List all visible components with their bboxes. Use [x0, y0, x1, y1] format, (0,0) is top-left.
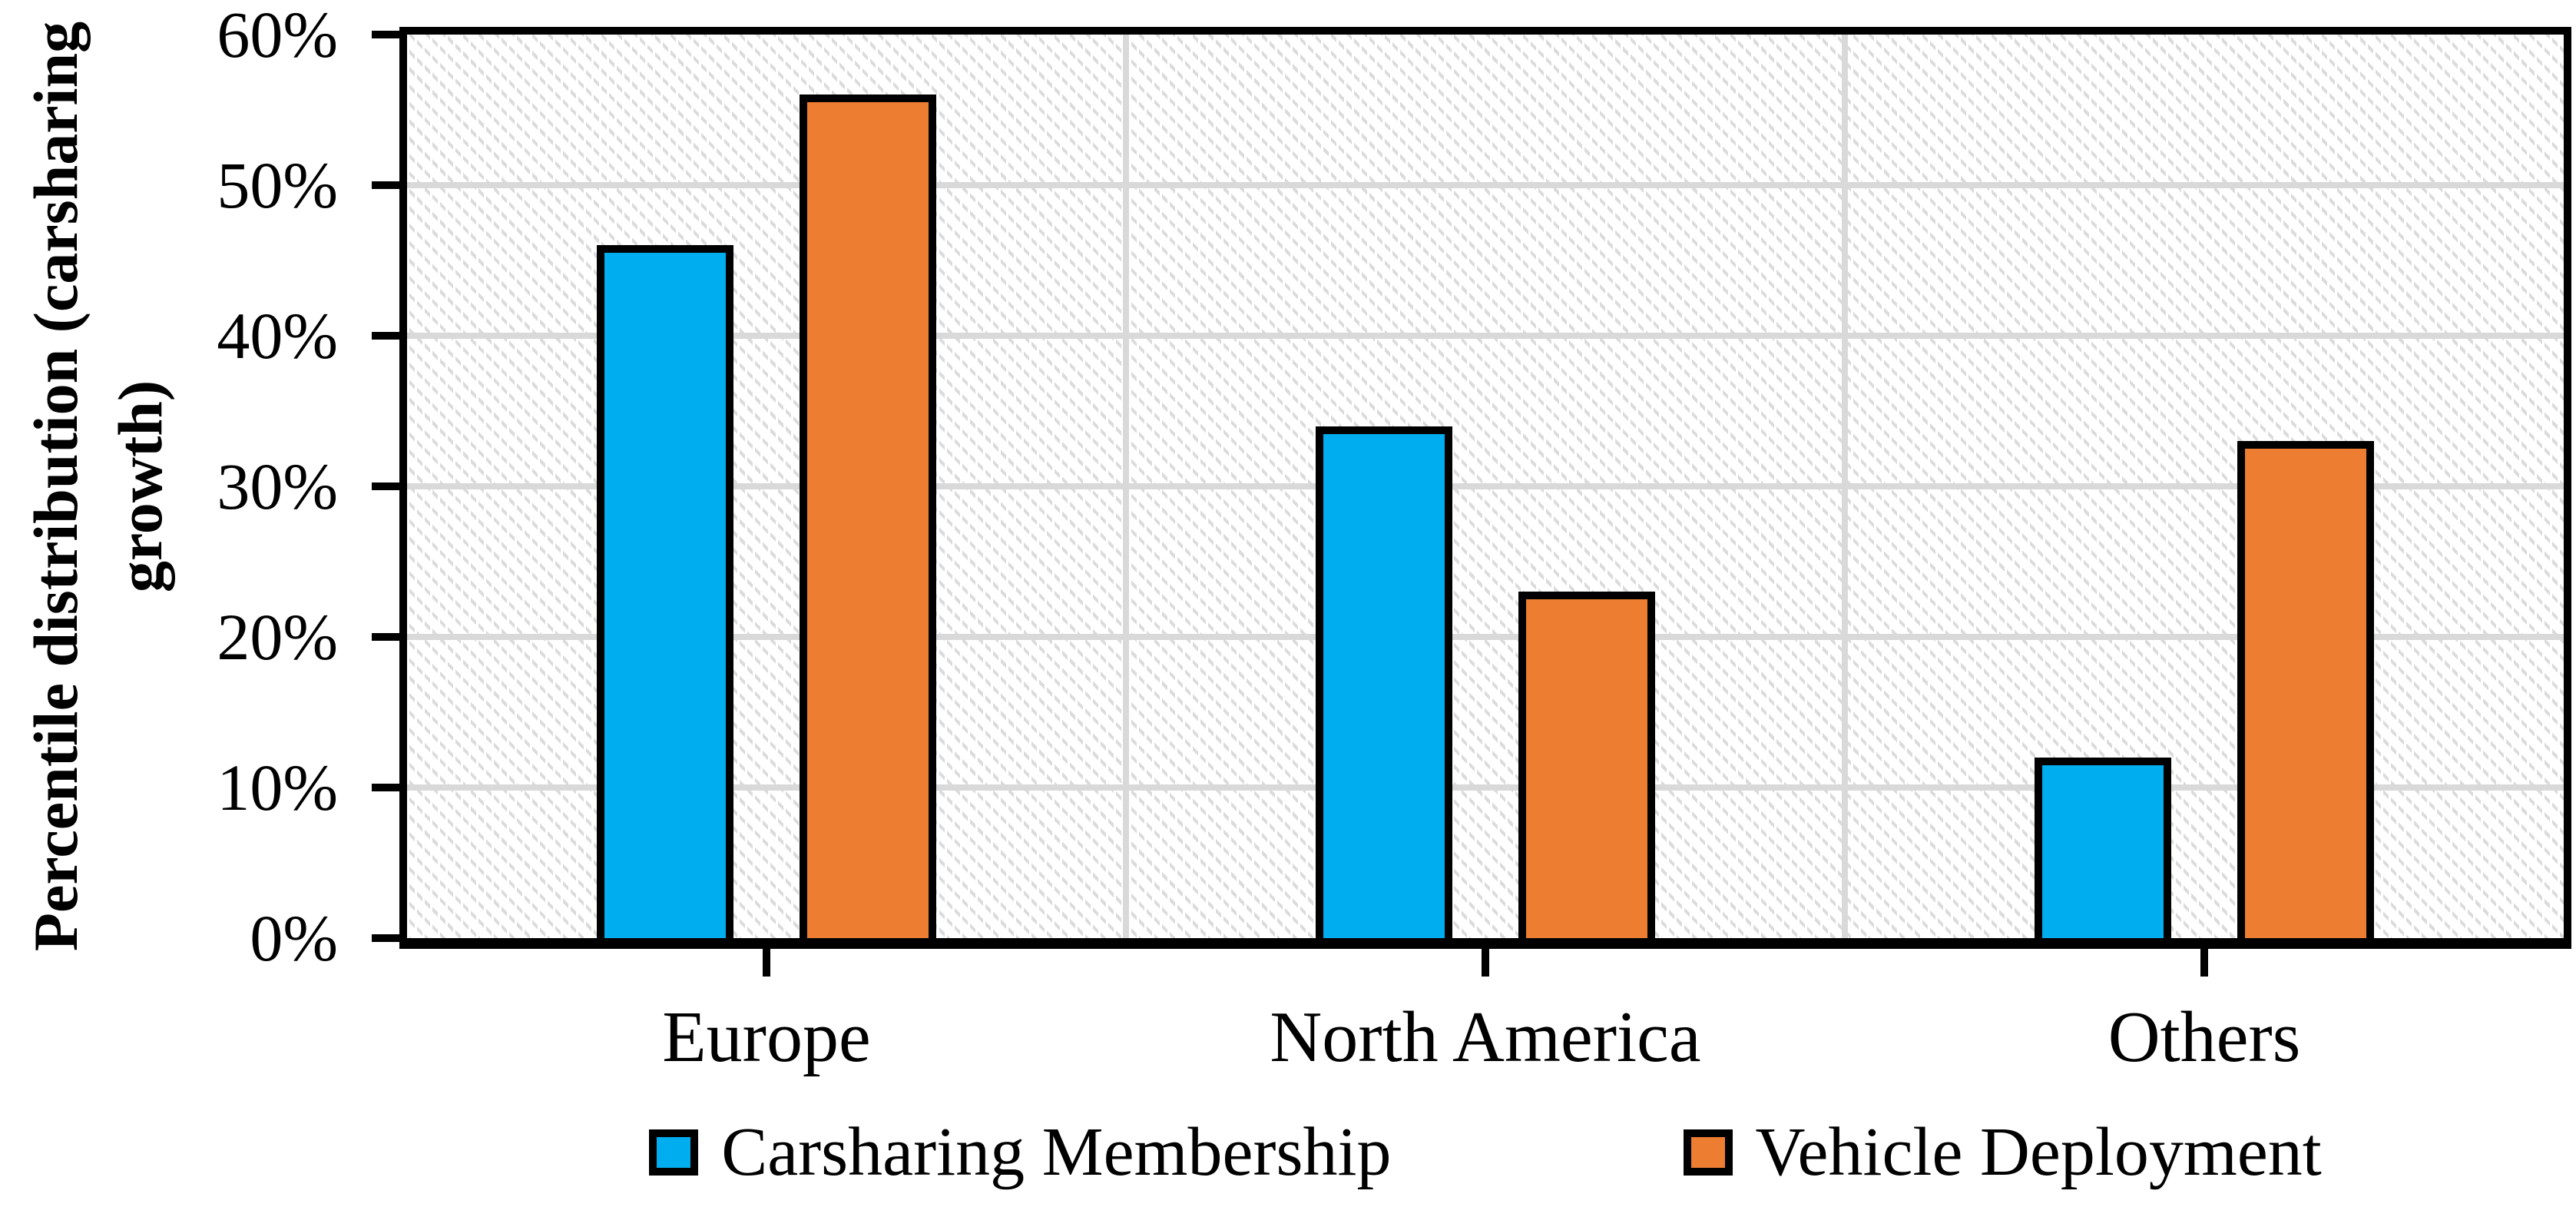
y-axis-tick-40 — [372, 332, 399, 340]
y-tick-label-40: 40% — [217, 299, 338, 373]
y-axis-tick-30 — [372, 483, 399, 490]
bar-others-carsharing-membership — [2035, 758, 2171, 938]
category-label-north-america: North America — [1270, 997, 1701, 1077]
category-label-europe: Europe — [662, 997, 871, 1077]
y-axis-tick-0 — [372, 934, 399, 942]
legend-item-carsharing-membership: Carsharing Membership — [649, 1113, 1392, 1192]
gridline-horizontal-40 — [407, 333, 2564, 339]
gridline-horizontal-50 — [407, 182, 2564, 188]
bar-north-america-carsharing-membership — [1316, 426, 1452, 938]
x-axis-tick-europe — [763, 949, 770, 977]
bar-others-vehicle-deployment — [2237, 441, 2374, 938]
y-tick-label-60: 60% — [217, 0, 338, 71]
y-tick-label-50: 50% — [217, 148, 338, 222]
y-tick-label-0: 0% — [250, 901, 338, 975]
y-axis-tick-10 — [372, 784, 399, 791]
y-axis-tick-20 — [372, 633, 399, 641]
legend-swatch-carsharing-membership — [649, 1129, 699, 1176]
gridline-horizontal-30 — [407, 483, 2564, 489]
y-axis-tick-labels: 0% 10% 20% 30% 40% 50% 60% — [0, 0, 338, 975]
gridline-horizontal-20 — [407, 634, 2564, 640]
legend-item-vehicle-deployment: Vehicle Deployment — [1683, 1113, 2322, 1192]
legend-label-carsharing-membership: Carsharing Membership — [721, 1114, 1392, 1190]
legend-swatch-vehicle-deployment — [1683, 1129, 1733, 1176]
gridline-vertical-1 — [1123, 35, 1129, 938]
bar-north-america-vehicle-deployment — [1518, 592, 1655, 938]
legend-label-vehicle-deployment: Vehicle Deployment — [1755, 1114, 2322, 1190]
bar-europe-vehicle-deployment — [800, 95, 936, 938]
bar-europe-carsharing-membership — [597, 245, 733, 938]
gridline-horizontal-10 — [407, 784, 2564, 791]
plot-area — [372, 27, 2571, 977]
x-axis-tick-others — [2200, 949, 2208, 977]
y-axis-tick-60 — [372, 31, 399, 38]
y-tick-label-10: 10% — [217, 751, 338, 824]
category-label-others: Others — [2107, 997, 2301, 1077]
gridline-vertical-2 — [1842, 35, 1848, 938]
y-tick-label-20: 20% — [217, 600, 338, 674]
x-axis-tick-north-america — [1482, 949, 1489, 977]
legend: Carsharing Membership Vehicle Deployment — [399, 1113, 2571, 1192]
y-axis-tick-50 — [372, 181, 399, 189]
y-tick-label-30: 30% — [217, 449, 338, 523]
